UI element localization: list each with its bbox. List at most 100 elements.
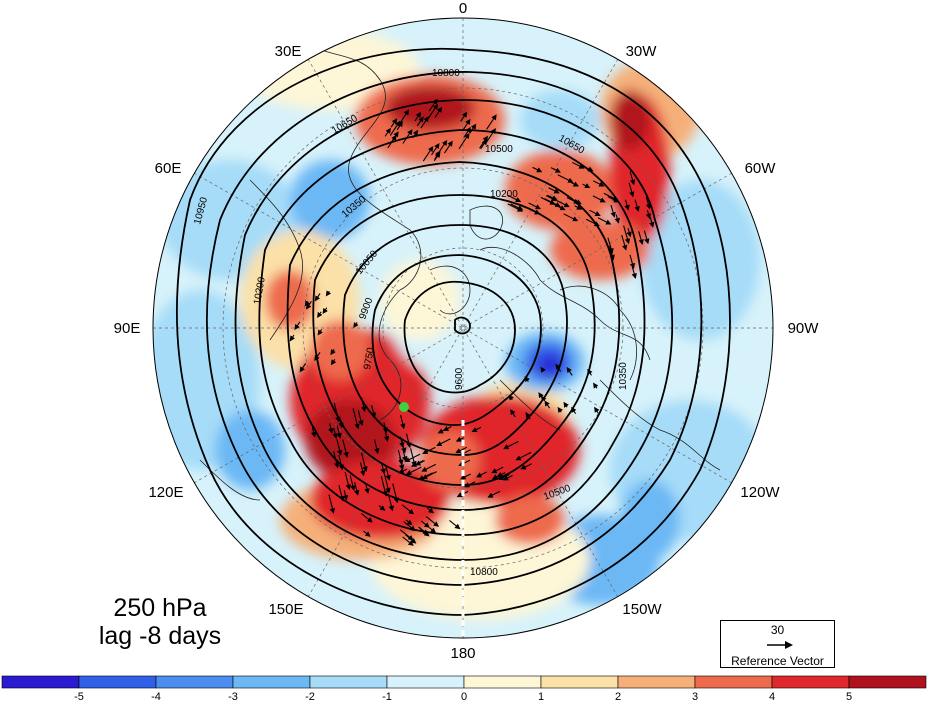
flux-vector xyxy=(357,409,364,426)
flux-vector xyxy=(405,534,417,544)
flux-vector xyxy=(460,111,468,122)
flux-vector xyxy=(566,366,573,376)
lon-label-0: 0 xyxy=(459,0,467,17)
flux-vector xyxy=(429,527,437,534)
flux-vector xyxy=(628,182,635,198)
flux-vector xyxy=(360,513,373,523)
flux-vector xyxy=(563,213,579,222)
flux-vector xyxy=(314,293,321,302)
colorbar-swatch xyxy=(155,675,234,689)
location-marker xyxy=(399,402,409,412)
flux-vector xyxy=(515,451,532,461)
lon-label-120w: 120W xyxy=(740,484,780,501)
flux-vector xyxy=(427,103,439,120)
flux-vector xyxy=(623,225,631,245)
flux-vector xyxy=(384,127,391,137)
flux-vector xyxy=(510,409,516,418)
flux-vector xyxy=(544,400,551,409)
flux-vector xyxy=(507,203,524,212)
anomaly-field xyxy=(153,18,773,638)
colorbar-swatch xyxy=(463,675,542,689)
flux-vector xyxy=(584,166,594,172)
flux-vector xyxy=(427,507,435,514)
flux-vector xyxy=(383,429,390,442)
flux-vector xyxy=(634,199,640,212)
lon-label-180: 180 xyxy=(450,645,475,662)
flux-vector xyxy=(330,349,336,356)
flux-vector xyxy=(405,433,412,449)
flux-vector xyxy=(389,120,401,136)
colorbar-tick-label: -4 xyxy=(151,691,161,702)
flux-vector xyxy=(422,146,434,162)
title-lag: lag -8 days xyxy=(98,622,222,650)
flux-vector xyxy=(338,485,345,502)
flux-vector xyxy=(380,462,386,475)
flux-vector xyxy=(545,195,557,202)
flux-vector xyxy=(421,463,437,472)
contour-label: 10200 xyxy=(252,276,268,306)
flux-vector xyxy=(400,414,406,430)
flux-vector xyxy=(428,98,438,112)
flux-vector xyxy=(382,422,389,434)
colorbar-swatch xyxy=(540,675,619,689)
contour-label: 10200 xyxy=(490,189,518,200)
map-boundary xyxy=(152,17,774,639)
flux-vector xyxy=(378,505,386,511)
flux-vector xyxy=(391,131,399,142)
flux-vector xyxy=(336,439,343,456)
flux-vector xyxy=(503,440,519,450)
flux-vector xyxy=(419,527,430,537)
flux-vector xyxy=(556,200,570,208)
flux-vector xyxy=(401,504,415,515)
flux-vector xyxy=(328,423,334,434)
flux-vector xyxy=(571,161,585,169)
flux-vector xyxy=(463,126,471,138)
contour-label: 10500 xyxy=(485,144,513,155)
flux-vector xyxy=(645,209,652,220)
flux-vector xyxy=(425,516,440,527)
colorbar-tick-label: 5 xyxy=(846,691,852,702)
flux-vector xyxy=(403,521,416,532)
flux-vector xyxy=(528,202,542,210)
lon-label-30w: 30W xyxy=(626,43,658,60)
flux-vector xyxy=(294,321,301,331)
graticule xyxy=(153,18,773,638)
flux-vector xyxy=(507,194,522,203)
flux-vector xyxy=(464,481,476,488)
flux-vector xyxy=(421,471,437,480)
flux-vector xyxy=(399,109,410,124)
flux-vector xyxy=(610,204,616,218)
colorbar-swatch xyxy=(78,675,157,689)
flux-vector xyxy=(563,401,569,408)
flux-vector xyxy=(571,406,577,414)
flux-vector xyxy=(437,139,448,154)
colorbar: -5 -4 -3 -2 -1 0 1 2 3 4 5 xyxy=(1,675,927,702)
flux-vector xyxy=(548,187,560,194)
flux-vector xyxy=(455,446,468,454)
longitude-labels: 0 30W 60W 90W 120W 150W 180 150E 120E 90… xyxy=(114,0,820,662)
flux-vector xyxy=(354,482,360,496)
flux-vector xyxy=(608,245,615,261)
flux-vector xyxy=(594,406,600,414)
flux-vector xyxy=(380,476,388,497)
flux-vector xyxy=(614,214,620,224)
flux-vector xyxy=(387,494,395,512)
flux-vector xyxy=(349,475,356,492)
flux-vector xyxy=(360,452,368,473)
flux-vector xyxy=(353,322,359,329)
flux-vector xyxy=(629,171,636,186)
flux-vector xyxy=(589,209,601,216)
flux-vector xyxy=(491,466,504,474)
title-level: 250 hPa xyxy=(113,594,207,622)
height-contours xyxy=(175,47,731,616)
flux-vector xyxy=(310,427,317,438)
flux-vector xyxy=(442,425,452,431)
flux-vector xyxy=(399,529,414,541)
colorbar-swatch xyxy=(848,675,927,689)
flux-vector xyxy=(455,436,465,442)
colorbar-tick-label: -1 xyxy=(382,691,392,702)
flux-vector xyxy=(420,520,430,528)
flux-vector xyxy=(638,231,644,246)
flux-vector xyxy=(574,204,583,210)
